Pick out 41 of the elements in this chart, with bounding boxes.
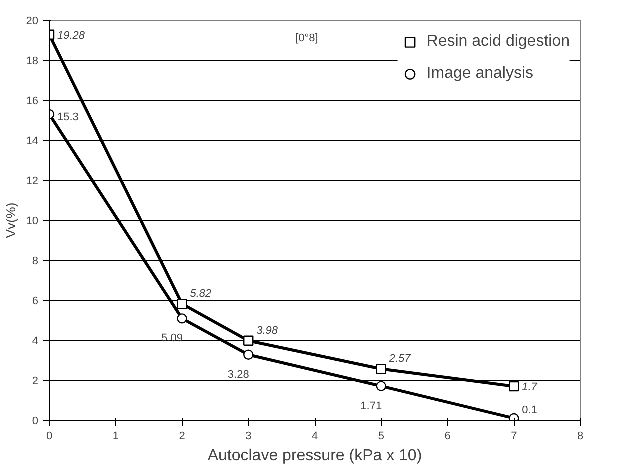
y-tick-label: 16 — [26, 96, 39, 108]
point — [244, 336, 254, 346]
point — [177, 299, 188, 310]
data-label: 3.98 — [256, 324, 279, 337]
data-label: 19.28 — [58, 30, 86, 42]
y-tick-label: 6 — [32, 296, 39, 308]
y-tick-label: 2 — [32, 376, 39, 388]
x-tick-label: 1 — [112, 430, 119, 442]
data-label: 0.1 — [522, 404, 538, 416]
x-tick-label: 6 — [444, 430, 451, 442]
y-tick-label: 20 — [26, 16, 39, 28]
y-tick-label: 12 — [26, 176, 39, 188]
point — [244, 350, 254, 360]
x-tick-label: 0 — [46, 430, 53, 442]
x-tick-label: 3 — [246, 430, 252, 442]
data-label: 1.7 — [522, 382, 538, 394]
point — [177, 314, 188, 324]
point — [509, 381, 520, 392]
data-label: 3.28 — [228, 368, 250, 381]
point — [376, 364, 386, 374]
y-tick-label: 4 — [32, 336, 39, 348]
x-tick-label: 2 — [179, 430, 186, 442]
point — [376, 381, 386, 392]
y-tick-label: 10 — [26, 216, 39, 228]
y-tick-label: 0 — [32, 416, 39, 428]
y-tick-label: 14 — [26, 136, 39, 148]
legend-label: Image analysis — [426, 65, 534, 83]
annotation: [0°8] — [296, 32, 318, 44]
x-tick-label: 4 — [312, 430, 318, 442]
data-label: 1.71 — [360, 400, 382, 412]
data-label: 5.82 — [190, 288, 212, 300]
x-axis-title: Autoclave pressure (kPa x 10) — [208, 448, 422, 464]
legend-label: Resin acid digestion — [426, 33, 570, 51]
y-tick-label: 18 — [26, 56, 39, 68]
data-label: 15.3 — [58, 112, 79, 124]
data-label: 2.57 — [388, 353, 412, 366]
x-tick-label: 5 — [378, 430, 384, 442]
x-tick-label: 7 — [511, 430, 518, 442]
x-tick-label: 8 — [577, 430, 584, 442]
y-tick-label: 8 — [32, 256, 39, 268]
y-axis-title: Vv(%) — [3, 202, 18, 238]
